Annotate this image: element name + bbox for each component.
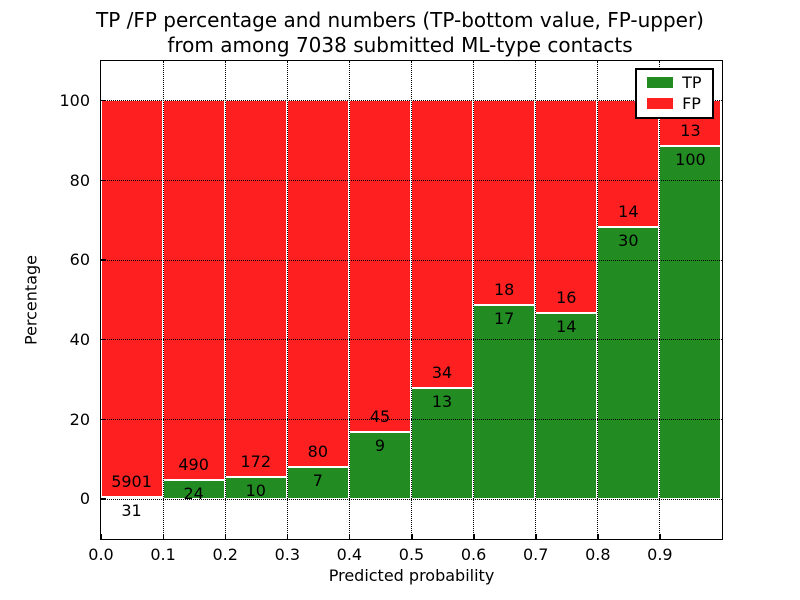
y-tick-label: 60 [69,250,90,270]
tp-count-label: 30 [618,231,639,251]
x-tick-mark [535,533,537,539]
y-tick-mark [100,498,106,500]
bar-tp-segment [659,146,722,499]
fp-count-label: 5901 [111,471,152,491]
y-tick-label: 80 [69,170,90,190]
x-tick-label: 0.5 [398,545,425,564]
fp-count-label: 13 [680,121,701,141]
tp-count-label: 100 [675,150,706,170]
fp-count-label: 490 [178,455,209,475]
tp-count-label: 9 [374,436,386,456]
vertical-gridline [659,60,661,539]
vertical-gridline [286,60,288,539]
legend-entry: TP [647,72,702,92]
vertical-gridline [473,60,475,539]
bar-fp-segment [162,100,225,481]
chart-title-line2: from among 7038 submitted ML-type contac… [167,33,633,57]
x-tick-mark [473,533,475,539]
vertical-gridline [224,60,226,539]
bar-tp-segment [286,466,349,499]
horizontal-gridline [100,180,722,181]
vertical-gridline [162,60,164,539]
x-tick-mark [411,533,413,539]
bar-tp-segment [100,496,163,499]
x-tick-label: 0.7 [522,545,549,564]
y-tick-mark [100,338,106,341]
bar-fp-segment [535,100,598,313]
bar-fp-segment [411,100,474,389]
legend-label: TP [682,72,702,92]
x-tick-label: 0.3 [274,545,301,564]
legend: TP FP [635,67,714,119]
bar-fp-segment [100,100,163,497]
horizontal-gridline [100,419,722,420]
x-tick-mark [348,533,351,539]
horizontal-gridline [100,498,722,500]
x-tick-label: 0.9 [647,545,673,564]
x-tick-mark [224,533,227,539]
vertical-gridline [535,60,537,539]
y-tick-mark [100,99,106,102]
x-tick-mark [659,533,661,539]
vertical-gridline [348,60,350,539]
legend-swatch-fp-icon [647,98,674,109]
x-axis-label: Predicted probability [328,566,495,585]
y-tick-mark [100,418,106,420]
legend-label: FP [682,93,701,113]
fp-count-label: 14 [618,202,639,222]
fp-count-label: 34 [431,363,453,383]
bar-fp-segment [348,100,411,433]
vertical-gridline [411,60,412,539]
legend-swatch-tp-icon [647,77,674,88]
y-tick-label: 0 [79,489,90,509]
x-tick-mark [721,533,723,539]
x-tick-mark [597,533,599,539]
tp-count-label: 7 [312,470,323,490]
plot-area: 5901 31 490 24 172 10 80 7 45 9 34 13 18 17 16 14 14 30 13… [99,59,723,540]
y-tick-mark [100,179,106,181]
x-tick-mark [100,533,102,539]
fp-count-label: 80 [307,441,329,461]
fp-count-label: 18 [493,280,515,300]
x-tick-label: 0.6 [460,545,487,564]
y-tick-mark [100,259,106,261]
fp-count-label: 45 [369,407,391,427]
tp-count-label: 14 [556,316,577,336]
bar-tp-segment [348,432,411,499]
bar-tp-segment [473,305,536,499]
horizontal-gridline [100,100,722,102]
tp-count-label: 31 [121,500,142,520]
x-tick-label: 0.4 [336,545,363,564]
x-tick-label: 0.8 [585,545,611,564]
fp-count-label: 172 [240,451,272,471]
bar-fp-segment [473,100,536,306]
vertical-gridline [597,60,599,539]
chart-title-line1: TP /FP percentage and numbers (TP-bottom… [96,8,704,32]
x-tick-mark [286,533,289,539]
x-tick-label: 0.2 [212,545,238,564]
tp-count-label: 13 [431,392,453,412]
y-tick-label: 20 [69,409,90,429]
y-tick-label: 100 [59,90,90,110]
bar-tp-segment [411,388,474,499]
tp-count-label: 24 [183,484,204,504]
tp-count-label: 17 [493,309,515,329]
bar-fp-segment [224,100,287,477]
horizontal-gridline [100,339,722,341]
bar-fp-segment [286,100,349,467]
tp-count-label: 10 [245,480,266,500]
bar-tp-segment [597,227,660,499]
y-tick-label: 40 [69,329,90,349]
fp-count-label: 16 [556,287,577,307]
horizontal-gridline [100,259,722,261]
x-tick-label: 0.0 [88,545,114,564]
x-tick-label: 0.1 [150,545,176,564]
chart-title: TP /FP percentage and numbers (TP-bottom… [0,8,800,58]
x-tick-mark [162,533,165,539]
bar-tp-segment [535,312,598,499]
legend-entry: FP [647,93,701,113]
